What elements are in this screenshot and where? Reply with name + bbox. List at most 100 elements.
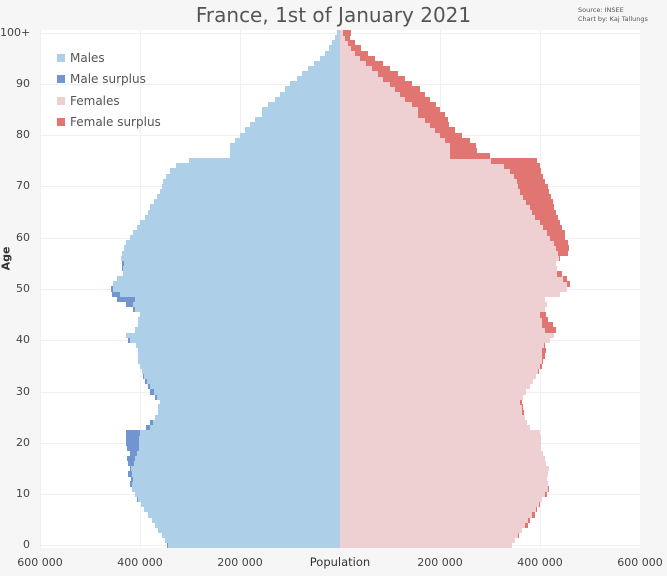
male-surplus-bar (127, 445, 139, 451)
female-surplus-bar (563, 276, 567, 282)
author-line: Chart by: Kaj Tallungs (578, 15, 648, 23)
female-surplus-bar (440, 132, 462, 139)
male-surplus-bar (122, 265, 123, 272)
female-bar (340, 230, 547, 236)
female-bar (340, 50, 355, 57)
male-bar (139, 440, 340, 446)
female-bar (340, 142, 450, 149)
female-bar (340, 481, 548, 487)
female-bar (340, 117, 425, 123)
female-surplus-bar (554, 240, 568, 246)
female-bar (340, 399, 520, 405)
male-bar (329, 45, 340, 51)
male-bar (314, 60, 340, 67)
female-surplus-bar (522, 404, 523, 410)
female-surplus-bar (378, 71, 398, 77)
male-surplus-bar (148, 383, 150, 390)
female-surplus-bar (450, 147, 477, 154)
female-surplus-bar (348, 40, 355, 46)
female-bar (340, 240, 554, 246)
female-surplus-bar (536, 506, 537, 513)
female-surplus-bar (557, 271, 562, 277)
female-bar (340, 45, 351, 51)
female-surplus-bar (539, 501, 540, 508)
female-bar (340, 306, 545, 313)
male-surplus-bar (130, 465, 131, 472)
male-bar (230, 153, 340, 159)
female-surplus-bar (542, 353, 545, 359)
y-tick-label: 80 (16, 128, 30, 142)
female-bar (340, 537, 515, 544)
legend-item: Females (57, 90, 161, 112)
female-surplus-bar (530, 204, 554, 210)
female-bar (340, 394, 523, 400)
female-bar (340, 383, 530, 390)
male-bar (140, 363, 340, 369)
female-bar (340, 35, 345, 41)
male-bar (335, 35, 340, 41)
female-surplus-bar (418, 112, 445, 118)
male-bar (135, 306, 340, 313)
female-bar (340, 168, 510, 174)
male-bar (162, 183, 340, 190)
male-bar (123, 265, 340, 272)
female-surplus-bar (372, 65, 390, 72)
legend-swatch-icon (57, 96, 65, 105)
male-bar (235, 137, 340, 144)
male-bar (160, 399, 340, 405)
male-bar (142, 368, 340, 374)
female-surplus-bar (526, 199, 553, 205)
male-bar (268, 101, 340, 108)
male-bar (320, 55, 340, 62)
female-bar (340, 347, 542, 354)
female-bar (340, 122, 430, 128)
male-bar (126, 332, 340, 339)
male-bar (133, 476, 340, 482)
y-tick-label: 50 (16, 282, 30, 295)
male-bar (135, 296, 340, 303)
female-surplus-bar (543, 224, 562, 231)
female-surplus-bar (351, 45, 361, 51)
female-bar (340, 419, 527, 426)
female-surplus-bar (544, 342, 545, 349)
female-bar (340, 506, 536, 513)
legend-swatch-icon (57, 75, 65, 84)
female-bar (340, 465, 549, 472)
male-bar (124, 245, 340, 251)
male-bar (160, 188, 340, 195)
female-bar (340, 342, 544, 349)
female-bar (340, 106, 418, 113)
female-surplus-bar (550, 235, 565, 241)
female-surplus-bar (405, 96, 430, 103)
male-bar (297, 76, 340, 82)
male-bar (113, 281, 340, 287)
male-bar (132, 471, 340, 477)
female-bar (340, 127, 435, 133)
female-bar (340, 455, 545, 462)
x-tick-label: 400 000 (117, 556, 163, 569)
male-bar (262, 112, 340, 118)
legend-item: Males (57, 47, 161, 69)
male-bar (280, 91, 340, 98)
female-bar (340, 296, 545, 303)
female-surplus-bar (542, 358, 543, 364)
male-bar (137, 450, 340, 457)
female-surplus-bar (430, 122, 449, 128)
male-surplus-bar (122, 260, 124, 267)
male-bar (166, 173, 340, 180)
y-tick-label: 90 (16, 76, 30, 90)
male-bar (134, 460, 340, 467)
female-surplus-bar (514, 173, 543, 180)
female-bar (340, 522, 525, 528)
male-bar (332, 40, 340, 46)
male-surplus-bar (143, 373, 144, 380)
male-surplus-bar (130, 450, 137, 457)
chart-title: France, 1st of January 2021 (195, 3, 472, 27)
female-bar (340, 276, 563, 282)
male-bar (144, 506, 340, 513)
female-bar (340, 265, 557, 272)
male-surplus-bar (167, 542, 168, 548)
male-bar (147, 378, 340, 385)
male-bar (150, 204, 340, 210)
female-bar (340, 260, 556, 267)
